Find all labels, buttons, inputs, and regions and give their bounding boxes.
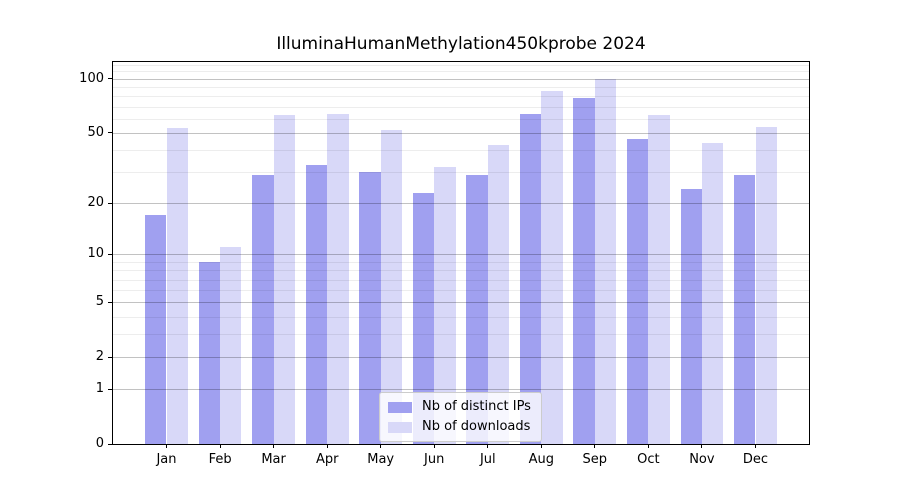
legend-item-distinct-ips: Nb of distinct IPs	[388, 400, 531, 414]
bar-aug-downloads	[541, 90, 563, 444]
x-tick-mark-jul	[487, 444, 489, 448]
bar-apr-distinct-ips	[305, 165, 328, 444]
legend-label-distinct-ips: Nb of distinct IPs	[422, 399, 531, 414]
x-tick-label-mar: Mar2024	[261, 451, 286, 469]
legend-swatch-downloads	[388, 421, 412, 433]
bar-oct-downloads	[648, 115, 670, 444]
bar-jan-downloads	[166, 128, 188, 444]
x-tick-label-jan: Jan2024	[156, 451, 176, 469]
y-tick-mark-10	[108, 253, 112, 255]
x-tick-label-aug: Aug2024	[529, 451, 554, 469]
bar-jan-distinct-ips	[145, 215, 167, 444]
x-tick-label-nov: Nov2024	[689, 451, 714, 469]
plot-area: Nb of distinct IPs Nb of downloads	[112, 61, 810, 445]
y-tick-label-2: 2	[95, 349, 104, 365]
x-tick-mark-dec	[755, 444, 756, 448]
month-name: Oct	[637, 452, 660, 467]
x-tick-label-apr: Apr2024	[316, 451, 339, 469]
bar-dec-downloads	[755, 127, 777, 444]
bar-dec-distinct-ips	[734, 174, 756, 444]
x-tick-label-sep: Sep2024	[583, 451, 608, 469]
x-tick-label-jun: Jun2024	[424, 451, 444, 469]
x-tick-label-may: May2024	[367, 451, 394, 469]
bar-mar-distinct-ips	[252, 174, 274, 444]
x-tick-mark-feb	[219, 444, 221, 448]
y-tick-label-0: 0	[95, 436, 104, 451]
legend-label-downloads: Nb of downloads	[422, 419, 531, 434]
x-tick-mark-jun	[433, 444, 435, 448]
bar-jul-distinct-ips	[466, 174, 488, 444]
y-tick-label-100: 100	[79, 70, 104, 86]
x-tick-mark-sep	[594, 444, 596, 448]
month-name: Sep	[582, 452, 608, 467]
x-tick-label-feb: Feb2024	[209, 451, 232, 469]
bar-aug-distinct-ips	[519, 113, 542, 444]
bar-mar-downloads	[273, 115, 295, 444]
month-name: Mar	[261, 452, 286, 467]
month-name: Jul	[479, 452, 496, 467]
y-tick-mark-20	[108, 202, 112, 204]
bar-jul-downloads	[487, 144, 510, 444]
month-name: Apr	[315, 452, 339, 467]
bars-layer	[113, 62, 809, 444]
bar-sep-downloads	[594, 78, 617, 444]
month-name: Jun	[424, 452, 445, 467]
bar-sep-distinct-ips	[573, 98, 595, 444]
month-name: May	[367, 452, 395, 467]
y-tick-mark-50	[108, 132, 112, 134]
x-tick-label-jul: Jul2024	[480, 451, 496, 469]
bar-oct-distinct-ips	[627, 139, 649, 444]
bar-apr-downloads	[327, 113, 349, 444]
month-name: Aug	[528, 452, 554, 467]
month-name: Dec	[742, 452, 769, 467]
bar-feb-downloads	[220, 247, 242, 444]
month-name: Nov	[689, 452, 715, 467]
bar-jun-downloads	[434, 167, 456, 444]
bar-nov-distinct-ips	[680, 189, 702, 444]
legend-swatch-distinct-ips	[388, 401, 412, 413]
legend: Nb of distinct IPs Nb of downloads	[379, 392, 542, 442]
x-tick-label-dec: Dec2024	[743, 451, 768, 469]
y-tick-label-1: 1	[95, 381, 104, 397]
bar-may-downloads	[380, 129, 403, 444]
y-tick-mark-100	[108, 78, 112, 80]
y-tick-label-5: 5	[95, 294, 104, 310]
month-name: Feb	[208, 452, 232, 467]
x-tick-mark-apr	[326, 444, 328, 448]
y-tick-label-50: 50	[87, 124, 104, 140]
y-tick-label-10: 10	[87, 246, 104, 262]
x-tick-mark-aug	[540, 444, 542, 448]
bar-may-distinct-ips	[359, 172, 381, 444]
month-name: Jan	[156, 452, 177, 467]
bar-nov-downloads	[701, 142, 724, 444]
x-tick-label-oct: Oct2024	[637, 451, 659, 469]
x-tick-mark-mar	[273, 444, 275, 448]
y-tick-label-20: 20	[87, 195, 104, 211]
bar-feb-distinct-ips	[198, 261, 221, 444]
y-tick-mark-5	[108, 301, 112, 303]
y-tick-mark-0	[108, 443, 112, 445]
y-tick-mark-1	[108, 388, 112, 390]
x-tick-mark-oct	[647, 444, 649, 448]
x-tick-mark-jan	[166, 444, 167, 448]
y-tick-mark-2	[108, 356, 112, 358]
chart-title: IlluminaHumanMethylation450kprobe 2024	[276, 34, 646, 54]
x-tick-mark-nov	[701, 444, 703, 448]
legend-item-downloads: Nb of downloads	[388, 420, 531, 434]
bar-jun-distinct-ips	[412, 192, 435, 444]
x-tick-mark-may	[380, 444, 382, 448]
